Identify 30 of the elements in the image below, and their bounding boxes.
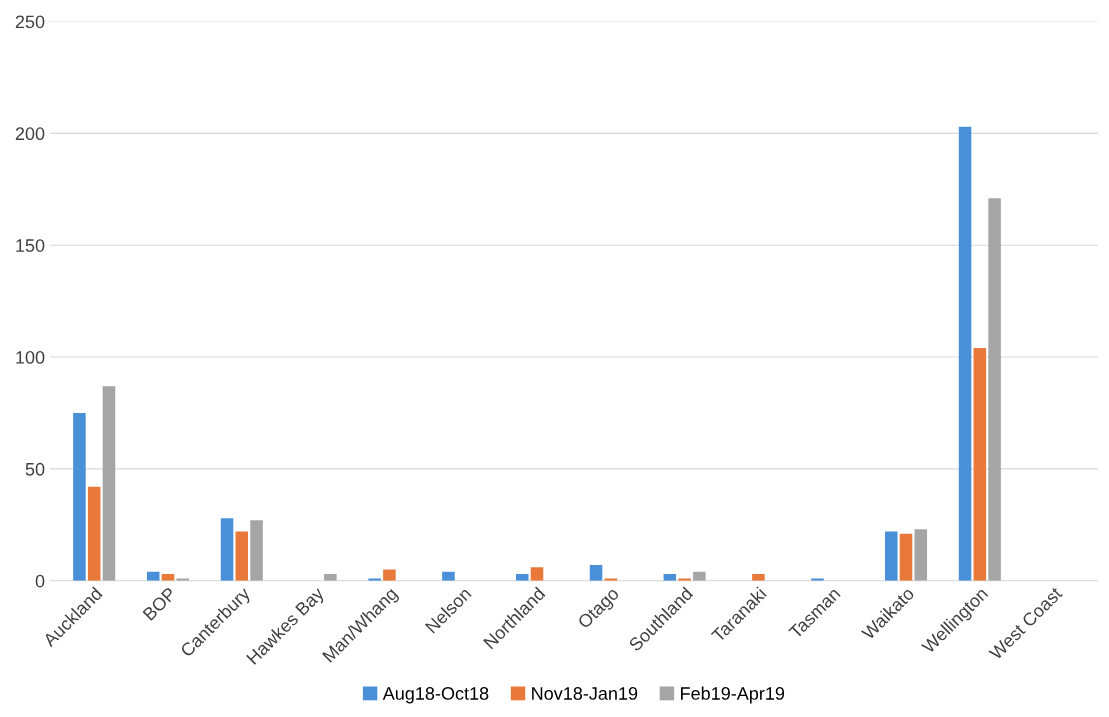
bar bbox=[693, 571, 706, 581]
y-tick-label: 100 bbox=[16, 351, 45, 364]
bar bbox=[958, 126, 972, 581]
bar bbox=[442, 571, 455, 581]
legend-label: Nov18-Jan19 bbox=[532, 687, 638, 700]
bar bbox=[383, 569, 396, 581]
y-tick-label: 50 bbox=[25, 462, 45, 476]
bar bbox=[515, 574, 529, 581]
bar bbox=[530, 567, 544, 581]
bar bbox=[988, 198, 1001, 581]
bar bbox=[884, 531, 898, 581]
bar bbox=[324, 574, 337, 581]
bar bbox=[973, 348, 987, 581]
bar bbox=[220, 518, 234, 581]
bar bbox=[73, 412, 86, 581]
bar bbox=[899, 533, 913, 581]
y-tick-label: 150 bbox=[16, 239, 45, 252]
bar bbox=[752, 574, 765, 581]
bar bbox=[589, 565, 603, 581]
legend-label: Feb19-Apr19 bbox=[681, 686, 785, 704]
y-tick-label: 200 bbox=[15, 127, 45, 141]
y-tick-label: 250 bbox=[15, 15, 45, 29]
bar bbox=[102, 386, 116, 581]
bar bbox=[250, 520, 263, 581]
y-tick-label: 0 bbox=[35, 574, 45, 588]
bar bbox=[914, 529, 928, 581]
bar bbox=[146, 571, 160, 581]
bar bbox=[235, 531, 249, 581]
bar bbox=[87, 486, 101, 581]
legend-label: Aug18-Oct18 bbox=[382, 687, 489, 704]
